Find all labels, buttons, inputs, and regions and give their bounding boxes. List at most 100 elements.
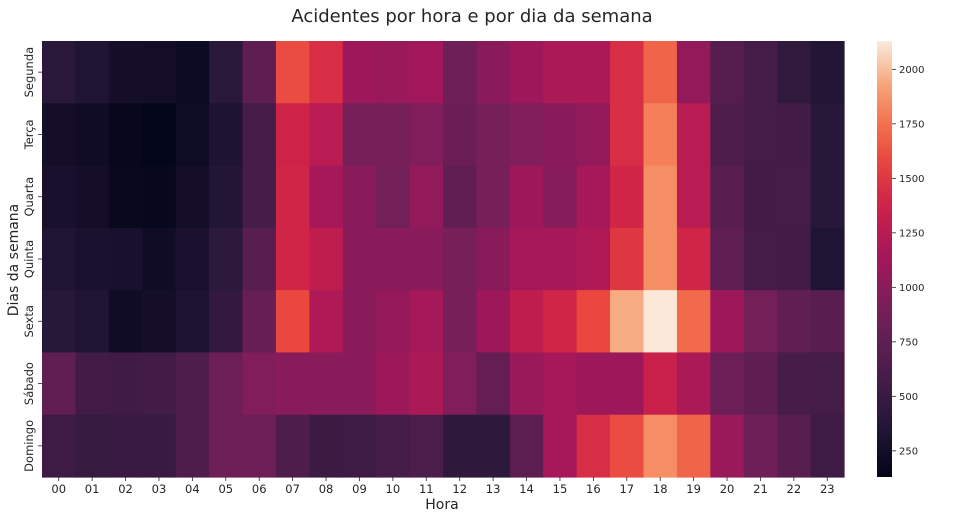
heatmap-cell — [710, 41, 745, 104]
colorbar-tick-label: 1250 — [899, 228, 924, 239]
heatmap-cell — [710, 290, 745, 354]
heatmap-cell — [142, 290, 177, 354]
heatmap-cell — [610, 290, 645, 354]
heatmap-cell — [543, 414, 578, 478]
heatmap-cell — [142, 227, 177, 291]
heatmap-cell — [75, 103, 110, 167]
heatmap-cell — [309, 352, 344, 416]
heatmap-cell — [610, 227, 645, 291]
colorbar-tick-label: 500 — [899, 392, 918, 403]
heatmap-cell — [376, 352, 411, 416]
heatmap-cell — [810, 165, 845, 229]
heatmap-cell — [242, 103, 277, 167]
heatmap-cell — [476, 41, 511, 104]
heatmap-cell — [509, 103, 544, 167]
x-tick-label: 07 — [285, 482, 300, 496]
x-tick-label: 11 — [419, 482, 434, 496]
x-tick-label: 10 — [386, 482, 401, 496]
heatmap-cell — [710, 103, 745, 167]
heatmap-cell — [476, 227, 511, 291]
heatmap-cell — [743, 165, 778, 229]
y-axis-title: Dias da semana — [6, 204, 22, 317]
heatmap-cell — [209, 165, 244, 229]
heatmap-cell — [275, 290, 310, 354]
colorbar-tick-label: 250 — [899, 446, 918, 457]
heatmap-cell — [275, 227, 310, 291]
heatmap-cell — [342, 227, 377, 291]
heatmap-cell — [476, 290, 511, 354]
heatmap-cell — [409, 414, 444, 478]
colorbar-tick-label: 1000 — [899, 283, 924, 294]
heatmap-cells — [42, 41, 845, 478]
heatmap-cell — [275, 103, 310, 167]
heatmap-cell — [342, 414, 377, 478]
heatmap-cell — [142, 414, 177, 478]
x-tick-label: 00 — [51, 482, 66, 496]
heatmap-cell — [376, 227, 411, 291]
heatmap-cell — [576, 165, 611, 229]
heatmap-cell — [409, 227, 444, 291]
heatmap-cell — [710, 227, 745, 291]
heatmap-cell — [543, 41, 578, 104]
heatmap-cell — [242, 290, 277, 354]
heatmap-cell — [476, 414, 511, 478]
heatmap-cell — [108, 165, 143, 229]
heatmap-cell — [810, 352, 845, 416]
heatmap-cell — [443, 227, 478, 291]
x-tick-label: 12 — [452, 482, 467, 496]
heatmap-cell — [209, 290, 244, 354]
x-axis-title: Hora — [425, 497, 458, 513]
colorbar-ticks: 250 500 750 1000 1250 1500 1750 2000 — [892, 65, 924, 457]
heatmap-cell — [409, 41, 444, 104]
heatmap-cell — [342, 290, 377, 354]
colorbar-tick-label: 2000 — [899, 65, 924, 76]
x-tick-label: 18 — [653, 482, 668, 496]
heatmap-cell — [175, 165, 210, 229]
x-tick-label: 23 — [820, 482, 835, 496]
heatmap-cell — [676, 290, 711, 354]
heatmap-cell — [142, 165, 177, 229]
heatmap-cell — [142, 41, 177, 104]
colorbar-tick-label: 750 — [899, 337, 918, 348]
heatmap-cell — [743, 290, 778, 354]
heatmap-cell — [643, 41, 678, 104]
heatmap-cell — [543, 103, 578, 167]
heatmap-cell — [75, 41, 110, 104]
heatmap-cell — [810, 414, 845, 478]
heatmap-cell — [209, 103, 244, 167]
heatmap-cell — [743, 414, 778, 478]
heatmap-cell — [275, 165, 310, 229]
y-tick-label: Segunda — [22, 47, 36, 98]
heatmap-cell — [108, 103, 143, 167]
heatmap-cell — [175, 414, 210, 478]
x-tick-label: 21 — [753, 482, 768, 496]
heatmap-cell — [42, 103, 77, 167]
heatmap-cell — [75, 352, 110, 416]
heatmap-cell — [108, 352, 143, 416]
heatmap-cell — [309, 103, 344, 167]
y-tick-label: Domingo — [22, 420, 36, 472]
x-tick-label: 19 — [686, 482, 701, 496]
heatmap-cell — [42, 352, 77, 416]
heatmap-cell — [777, 290, 812, 354]
heatmap-cell — [175, 290, 210, 354]
heatmap-cell — [610, 414, 645, 478]
heatmap-cell — [75, 227, 110, 291]
heatmap-cell — [643, 165, 678, 229]
x-tick-label: 16 — [586, 482, 601, 496]
heatmap-cell — [108, 414, 143, 478]
x-tick-label: 13 — [486, 482, 501, 496]
heatmap-cell — [309, 290, 344, 354]
heatmap-cell — [643, 290, 678, 354]
heatmap-cell — [509, 165, 544, 229]
heatmap-cell — [610, 352, 645, 416]
heatmap-cell — [543, 165, 578, 229]
heatmap-cell — [242, 414, 277, 478]
x-tick-label: 17 — [619, 482, 634, 496]
heatmap-cell — [42, 41, 77, 104]
colorbar-tick-label: 1750 — [899, 119, 924, 130]
x-tick-label: 03 — [152, 482, 167, 496]
heatmap-cell — [242, 41, 277, 104]
heatmap-cell — [610, 41, 645, 104]
